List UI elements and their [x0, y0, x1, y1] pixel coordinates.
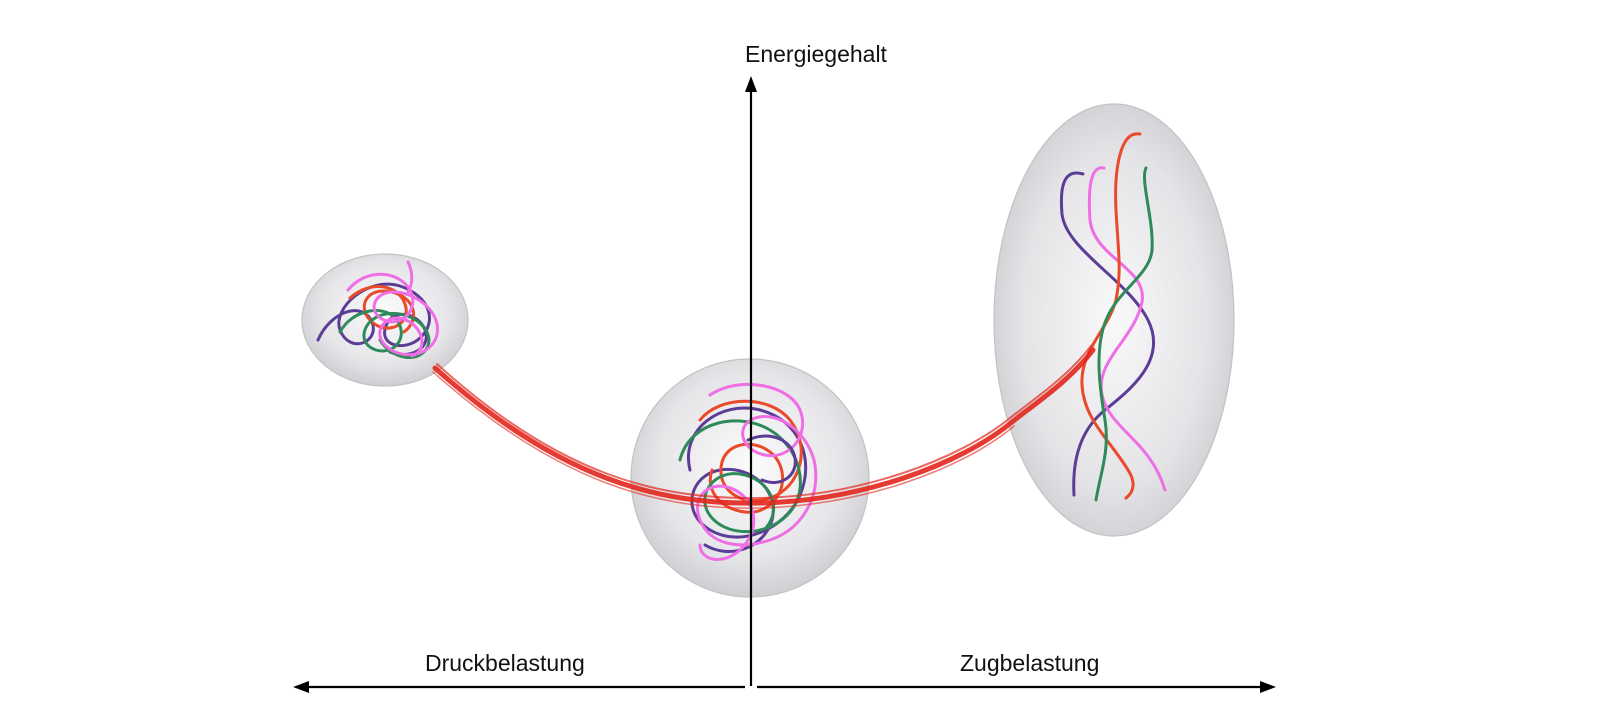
- strand-red: [1080, 132, 1142, 500]
- y-axis-label: Energiegehalt: [745, 41, 887, 67]
- strand-purple: [1059, 171, 1155, 497]
- strand-red: [698, 399, 803, 514]
- compressed-strands: [316, 260, 440, 359]
- y-axis-arrowhead: [745, 76, 757, 92]
- stretched-ellipsoid: [993, 103, 1235, 537]
- left-axis-label: Druckbelastung: [425, 650, 585, 676]
- strand-pink: [1087, 166, 1167, 492]
- energy-curve: [432, 345, 1096, 509]
- strand-pink-2: [406, 260, 414, 294]
- strand-green: [1094, 166, 1154, 502]
- right-axis-label: Zugbelastung: [960, 650, 1100, 676]
- strand-purple-2: [746, 434, 797, 484]
- stretched-strands: [1059, 132, 1167, 502]
- axes: [293, 76, 1276, 693]
- right-axis-arrowhead: [1260, 681, 1276, 693]
- left-axis-arrowhead: [293, 681, 309, 693]
